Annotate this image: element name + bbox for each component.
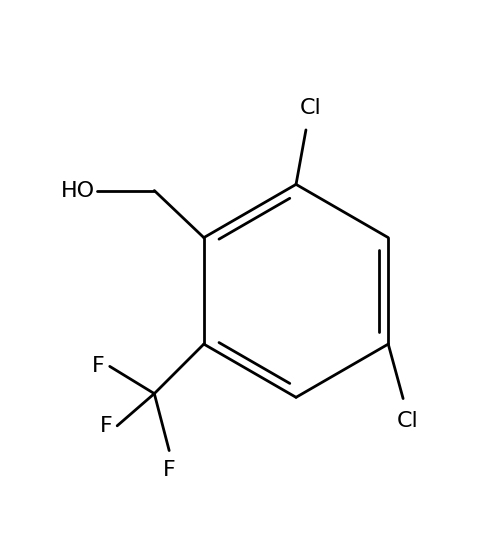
Text: HO: HO xyxy=(61,181,95,200)
Text: F: F xyxy=(92,357,105,376)
Text: F: F xyxy=(100,416,112,436)
Text: Cl: Cl xyxy=(300,98,322,118)
Text: Cl: Cl xyxy=(397,411,419,431)
Text: F: F xyxy=(163,460,176,480)
